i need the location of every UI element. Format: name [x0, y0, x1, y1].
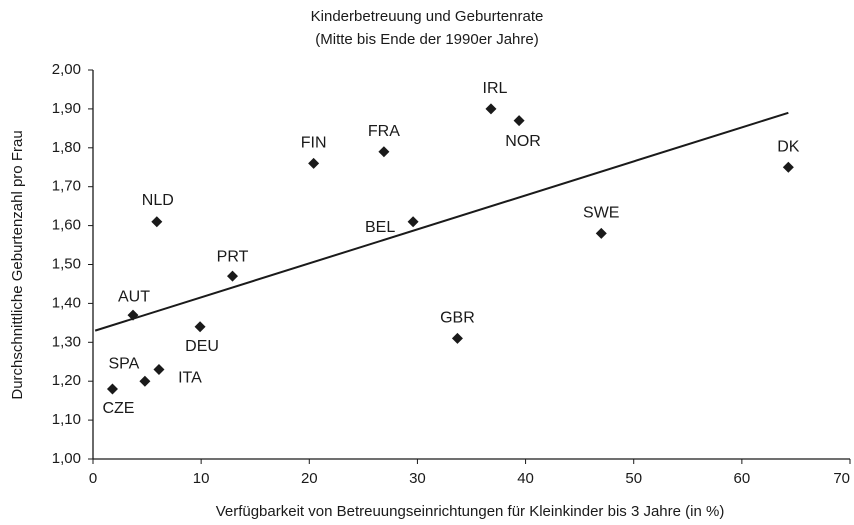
y-tick-label: 1,50 — [52, 255, 81, 272]
y-tick-label: 1,10 — [52, 411, 81, 428]
x-tick-label: 30 — [409, 470, 426, 487]
point — [127, 309, 139, 321]
point-label: AUT — [118, 288, 150, 305]
point-label: PRT — [217, 248, 249, 265]
x-axis-label: Verfügbarkeit von Betreuungseinrichtunge… — [216, 503, 725, 520]
x-tick-label: 50 — [625, 470, 642, 487]
point-label: DK — [777, 138, 800, 155]
point — [485, 103, 497, 115]
x-tick-label: 10 — [193, 470, 210, 487]
point — [139, 375, 151, 387]
x-tick-label: 40 — [517, 470, 534, 487]
point-label: DEU — [185, 338, 219, 355]
point — [308, 157, 320, 169]
trend-line — [94, 111, 789, 332]
chart-title: Kinderbetreuung und Geburtenrate — [311, 8, 544, 25]
point-label: ITA — [178, 370, 202, 387]
point — [106, 383, 118, 395]
point — [378, 146, 390, 158]
point — [595, 227, 607, 239]
y-tick-label: 1,20 — [52, 372, 81, 389]
point-label: GBR — [440, 310, 475, 327]
point — [194, 321, 206, 333]
y-tick-label: 1,70 — [52, 178, 81, 195]
y-tick-label: 1,80 — [52, 139, 81, 156]
chart-subtitle: (Mitte bis Ende der 1990er Jahre) — [315, 31, 538, 48]
point-label: BEL — [365, 219, 395, 236]
point-label: IRL — [483, 80, 508, 97]
point — [227, 270, 239, 282]
x-tick-label: 20 — [301, 470, 318, 487]
point-label: NLD — [142, 192, 174, 209]
point — [451, 332, 463, 344]
point-label: FRA — [368, 123, 400, 140]
point-label: FIN — [301, 135, 327, 152]
y-tick-label: 1,60 — [52, 217, 81, 234]
x-tick-label: 0 — [89, 470, 97, 487]
point — [407, 216, 419, 228]
point — [782, 161, 794, 173]
y-tick-label: 1,00 — [52, 450, 81, 467]
x-tick-label: 60 — [734, 470, 751, 487]
y-tick-label: 1,90 — [52, 100, 81, 117]
y-axis-label: Durchschnittliche Geburtenzahl pro Frau — [9, 130, 26, 399]
y-tick-label: 1,30 — [52, 333, 81, 350]
point-label: SWE — [583, 205, 619, 222]
y-tick-label: 2,00 — [52, 61, 81, 78]
point-label: CZE — [102, 400, 134, 417]
point-label: SPA — [108, 355, 139, 372]
x-tick-label: 70 — [833, 470, 850, 487]
point — [153, 364, 165, 376]
point-label: NOR — [505, 133, 541, 150]
point — [151, 216, 163, 228]
y-tick-label: 1,40 — [52, 294, 81, 311]
point — [513, 115, 525, 127]
